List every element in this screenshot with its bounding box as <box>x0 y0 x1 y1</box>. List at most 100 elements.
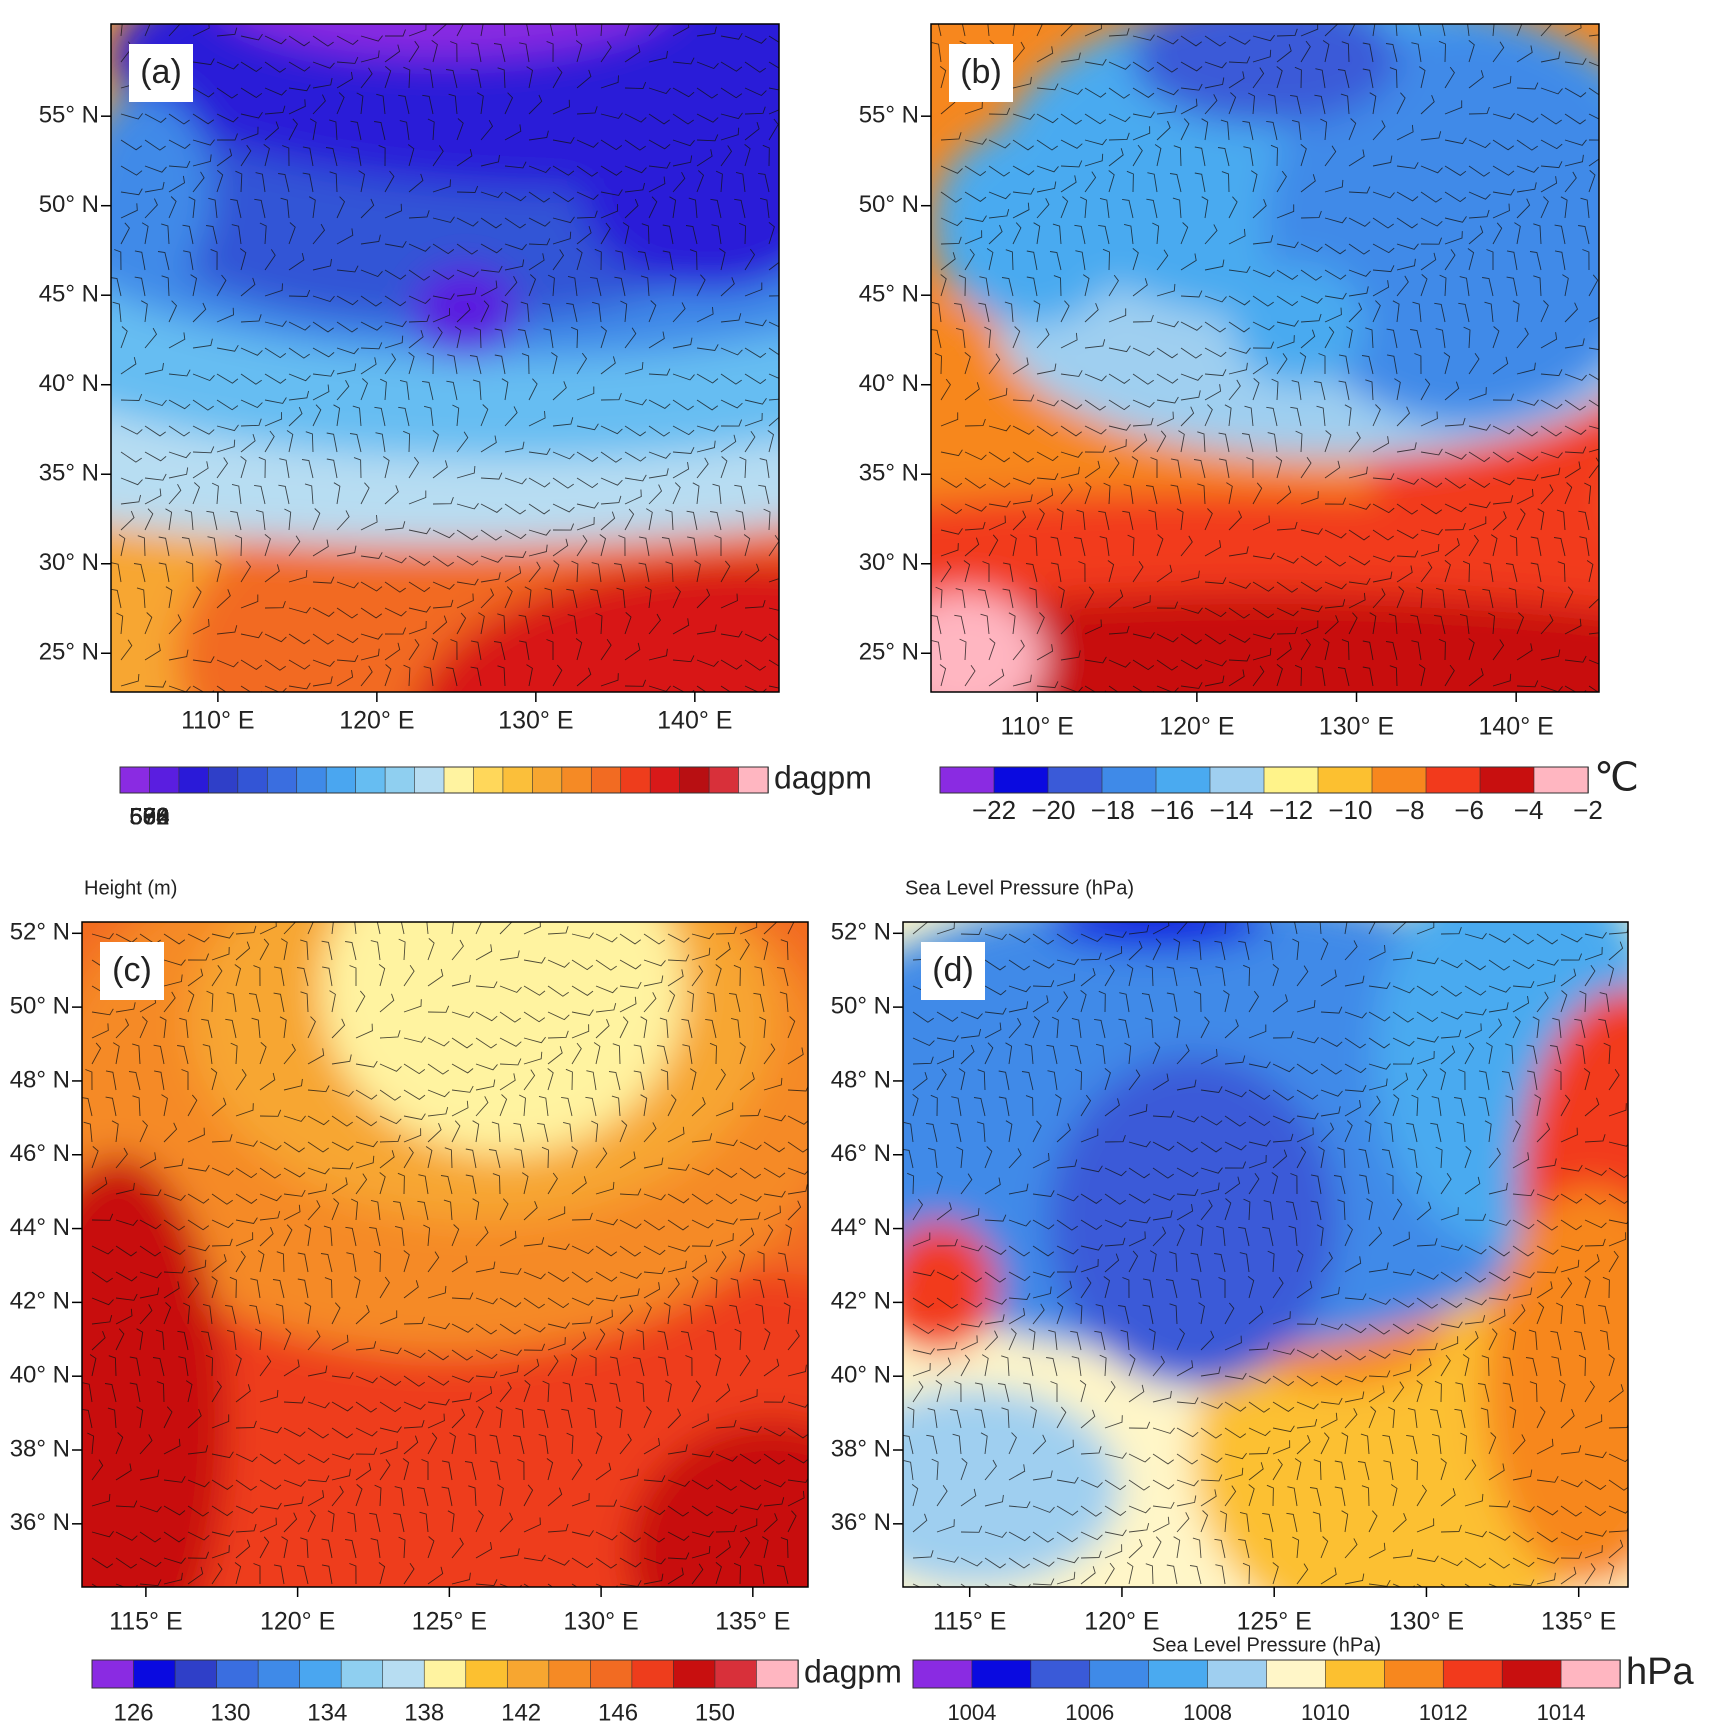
shaded-region <box>931 591 1599 692</box>
x-tick-label: 110° E <box>1000 713 1073 741</box>
colorbar-swatch <box>299 1659 342 1689</box>
colorbar-label: 1004 <box>947 1700 996 1725</box>
panel-label-box <box>921 942 985 1000</box>
colorbar-swatch <box>1209 766 1265 794</box>
shaded-region <box>411 264 519 358</box>
colorbar-swatch <box>1501 1659 1562 1689</box>
colorbar-unit: dagpm <box>804 1653 902 1689</box>
colorbar-swatch <box>631 1659 675 1689</box>
y-tick-label: 30° N <box>39 549 99 576</box>
y-tick-label: 48° N <box>831 1066 891 1093</box>
colorbar-label: −4 <box>1514 795 1544 825</box>
x-tick-label: 120° E <box>1084 1608 1159 1636</box>
colorbar-swatch <box>382 1659 426 1689</box>
y-tick-label: 38° N <box>831 1435 891 1462</box>
y-tick-label: 36° N <box>10 1509 70 1536</box>
colorbar-swatch <box>679 766 710 794</box>
colorbar-swatch <box>266 766 298 794</box>
y-tick-label: 44° N <box>831 1214 891 1241</box>
colorbar-label: −10 <box>1328 795 1372 825</box>
map-frame <box>930 23 1600 693</box>
colorbar-swatch <box>714 1659 758 1689</box>
colorbar-swatch <box>1263 766 1319 794</box>
map-frame <box>81 921 809 1588</box>
colorbar-swatch <box>216 1659 259 1689</box>
colorbar-label: −8 <box>1395 795 1425 825</box>
y-tick-label: 40° N <box>39 370 99 397</box>
colorbar-swatch <box>119 766 151 794</box>
x-tick-label: 120° E <box>339 707 414 735</box>
colorbar-label: 130 <box>210 1699 250 1726</box>
map-panel: (c) Height (m) 52° N 50° N 48° N 46° N 44° N 42… <box>10 877 902 1726</box>
y-tick-label: 42° N <box>831 1288 891 1315</box>
colorbar-label: −2 <box>1573 795 1603 825</box>
shaded-region <box>903 1221 998 1355</box>
shaded-region <box>903 1387 1121 1587</box>
shaded-region <box>321 922 685 1155</box>
colorbar-swatch <box>532 766 563 794</box>
y-tick-label: 46° N <box>831 1140 891 1167</box>
y-tick-label: 38° N <box>10 1435 70 1462</box>
shaded-region <box>1231 264 1366 385</box>
colorbar-swatch <box>1325 1659 1386 1689</box>
colorbar-label: 146 <box>598 1699 638 1726</box>
y-tick-label: 50° N <box>39 191 99 218</box>
map-panel: (b) 55° N 50° N 45° N 40° N 35° N 30° N 25° N 11… <box>859 23 1639 825</box>
colorbar-swatch <box>548 1659 592 1689</box>
colorbar-unit: dagpm <box>774 759 872 795</box>
map-frame <box>110 23 780 693</box>
colorbar-swatch <box>502 766 534 794</box>
colorbar-label: 134 <box>307 1699 347 1726</box>
panel-label: (a) <box>140 53 182 91</box>
y-tick-label: 25° N <box>39 639 99 666</box>
panel-title: Height (m) <box>84 877 177 899</box>
wind-barbs <box>82 922 808 1587</box>
colorbar-frame <box>939 766 1589 794</box>
colorbar-unit: hPa <box>1626 1651 1694 1693</box>
colorbar-swatch <box>1479 766 1535 794</box>
colorbar-swatch <box>738 766 769 794</box>
colorbar-swatch <box>1442 1659 1503 1689</box>
colorbar-label: 150 <box>695 1699 735 1726</box>
colorbar-label: 564 <box>129 803 169 830</box>
colorbar-label: 576 <box>129 803 169 830</box>
x-tick-label: 125° E <box>1237 1608 1312 1636</box>
x-tick-label: 110° E <box>181 707 254 735</box>
y-tick-label: 35° N <box>39 460 99 487</box>
colorbar-swatch <box>1371 766 1427 794</box>
shaded-region <box>111 90 212 292</box>
map-panel: (d) Sea Level Pressure (hPa) 52° N 50° N 48°… <box>831 877 1695 1725</box>
x-tick-label: 135° E <box>715 1608 790 1636</box>
y-tick-label: 52° N <box>10 919 70 946</box>
y-tick-label: 52° N <box>831 919 891 946</box>
map-field <box>111 24 779 692</box>
colorbar-label: 1010 <box>1301 1700 1350 1725</box>
y-tick-label: 40° N <box>859 370 919 397</box>
colorbar-frame <box>119 766 769 794</box>
colorbar-swatch <box>1148 1659 1209 1689</box>
colorbar-swatch <box>1030 1659 1091 1689</box>
y-tick-label: 55° N <box>859 102 919 129</box>
colorbar-swatch <box>1533 766 1589 794</box>
colorbar-swatch <box>1266 1659 1327 1689</box>
colorbar-label: 596 <box>129 803 169 830</box>
colorbar-unit: ℃ <box>1594 756 1639 800</box>
wind-barbs <box>931 24 1599 692</box>
colorbar-swatch <box>355 766 386 794</box>
colorbar-label: 568 <box>129 803 169 830</box>
shaded-region <box>242 24 648 58</box>
colorbar-swatch <box>443 766 475 794</box>
panel-label: (c) <box>112 951 152 989</box>
wind-barbs <box>111 24 779 692</box>
y-tick-label: 50° N <box>859 191 919 218</box>
colorbar-label: −14 <box>1210 795 1254 825</box>
colorbar-label: 1012 <box>1419 1700 1468 1725</box>
y-tick-label: 42° N <box>10 1288 70 1315</box>
colorbar-label: 572 <box>129 803 169 830</box>
colorbar-swatch <box>756 1659 799 1689</box>
colorbar-swatch <box>561 766 593 794</box>
shaded-region <box>82 1254 808 1587</box>
colorbar-swatch <box>384 766 416 794</box>
y-tick-label: 45° N <box>39 281 99 308</box>
colorbar-label: 580 <box>129 803 169 830</box>
